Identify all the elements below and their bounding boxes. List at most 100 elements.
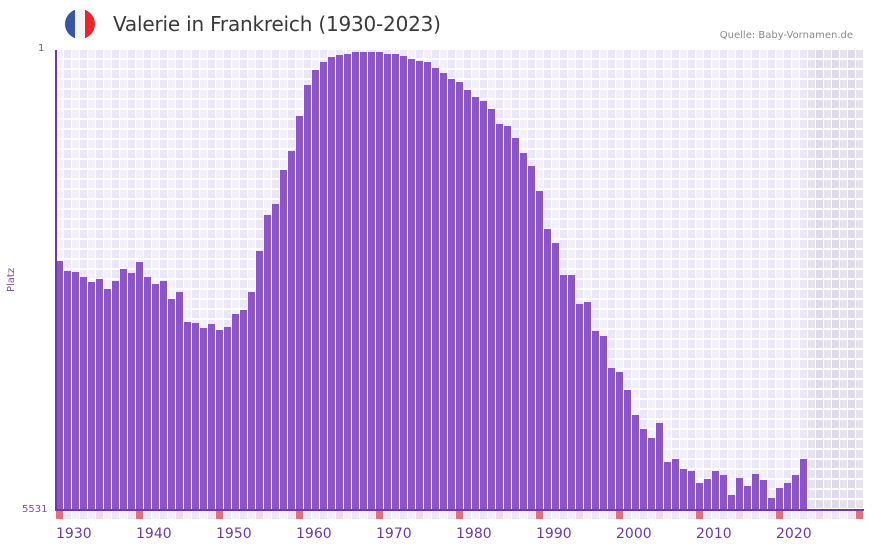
bar-1969[interactable] (368, 51, 375, 510)
year-marker (392, 511, 399, 519)
grid-column (816, 50, 824, 510)
bar-1987[interactable] (512, 137, 519, 510)
bar-2003[interactable] (640, 428, 647, 510)
bar-1970[interactable] (376, 51, 383, 510)
bar-1980[interactable] (456, 81, 463, 510)
bar-1962[interactable] (312, 70, 319, 510)
bar-1937[interactable] (112, 280, 119, 510)
bar-1930[interactable] (56, 260, 63, 510)
bar-2015[interactable] (736, 477, 743, 510)
bar-2004[interactable] (648, 437, 655, 510)
bar-1945[interactable] (176, 291, 183, 510)
bar-2010[interactable] (696, 482, 703, 510)
bar-1946[interactable] (184, 321, 191, 510)
bar-1956[interactable] (264, 214, 271, 510)
bar-1931[interactable] (64, 270, 71, 510)
bar-1976[interactable] (424, 61, 431, 510)
year-marker (776, 511, 783, 519)
bar-2000[interactable] (616, 371, 623, 510)
bar-1965[interactable] (336, 54, 343, 510)
bar-1978[interactable] (440, 72, 447, 510)
bar-1954[interactable] (248, 292, 255, 510)
bar-1993[interactable] (560, 274, 567, 510)
bar-1974[interactable] (408, 58, 415, 510)
bar-1960[interactable] (296, 116, 303, 510)
bar-1999[interactable] (608, 367, 615, 510)
bar-2005[interactable] (656, 422, 663, 510)
bar-1933[interactable] (80, 276, 87, 510)
bar-1958[interactable] (280, 169, 287, 510)
bar-2012[interactable] (712, 470, 719, 510)
bar-1935[interactable] (96, 278, 103, 510)
bar-2021[interactable] (784, 482, 791, 510)
bar-2019[interactable] (768, 497, 775, 510)
bar-2001[interactable] (624, 389, 631, 510)
bar-2016[interactable] (744, 485, 751, 510)
bar-1934[interactable] (88, 281, 95, 510)
bar-1951[interactable] (224, 326, 231, 510)
bar-1975[interactable] (416, 60, 423, 510)
bar-1998[interactable] (600, 335, 607, 510)
bar-2007[interactable] (672, 458, 679, 510)
bar-2022[interactable] (792, 474, 799, 510)
bar-2023[interactable] (800, 458, 807, 510)
bar-2014[interactable] (728, 494, 735, 510)
bar-1996[interactable] (584, 301, 591, 510)
bar-1939[interactable] (128, 272, 135, 510)
bar-1963[interactable] (320, 62, 327, 510)
bar-1964[interactable] (328, 56, 335, 510)
bar-1952[interactable] (232, 313, 239, 510)
bar-1981[interactable] (464, 89, 471, 510)
year-marker (176, 511, 183, 519)
bar-1994[interactable] (568, 274, 575, 510)
bar-1961[interactable] (304, 85, 311, 510)
bar-1949[interactable] (208, 324, 215, 510)
bar-1985[interactable] (496, 123, 503, 510)
bar-1959[interactable] (288, 151, 295, 510)
bar-1966[interactable] (344, 53, 351, 510)
bar-1947[interactable] (192, 323, 199, 510)
bar-1977[interactable] (432, 67, 439, 510)
bar-1983[interactable] (480, 100, 487, 510)
bar-1988[interactable] (520, 152, 527, 510)
bar-1943[interactable] (160, 280, 167, 510)
bar-1992[interactable] (552, 242, 559, 510)
bar-1967[interactable] (352, 51, 359, 510)
bar-1997[interactable] (592, 330, 599, 510)
bar-1982[interactable] (472, 96, 479, 510)
bar-1941[interactable] (144, 276, 151, 510)
bar-1971[interactable] (384, 53, 391, 510)
year-marker (712, 511, 719, 519)
bar-1957[interactable] (272, 204, 279, 510)
bar-1972[interactable] (392, 53, 399, 510)
bar-1979[interactable] (448, 78, 455, 510)
bar-2009[interactable] (688, 470, 695, 510)
bar-1986[interactable] (504, 125, 511, 510)
bar-1990[interactable] (536, 190, 543, 510)
bar-2006[interactable] (664, 461, 671, 510)
bar-1936[interactable] (104, 288, 111, 510)
bar-1968[interactable] (360, 51, 367, 510)
bar-1940[interactable] (136, 261, 143, 510)
bar-1989[interactable] (528, 165, 535, 510)
bar-1932[interactable] (72, 271, 79, 510)
bar-1991[interactable] (544, 228, 551, 510)
year-marker (696, 511, 703, 519)
bar-1948[interactable] (200, 328, 207, 510)
bar-2002[interactable] (632, 414, 639, 510)
bar-1984[interactable] (488, 108, 495, 510)
bar-2017[interactable] (752, 473, 759, 510)
bar-1944[interactable] (168, 298, 175, 510)
bar-2008[interactable] (680, 468, 687, 510)
bar-1995[interactable] (576, 303, 583, 510)
bar-2020[interactable] (776, 487, 783, 510)
bar-1973[interactable] (400, 55, 407, 510)
bar-1950[interactable] (216, 330, 223, 510)
bar-1942[interactable] (152, 283, 159, 510)
bar-2013[interactable] (720, 474, 727, 510)
bar-2018[interactable] (760, 479, 767, 510)
bar-1953[interactable] (240, 309, 247, 510)
bar-1938[interactable] (120, 268, 127, 510)
bar-1955[interactable] (256, 250, 263, 510)
bar-2011[interactable] (704, 478, 711, 510)
